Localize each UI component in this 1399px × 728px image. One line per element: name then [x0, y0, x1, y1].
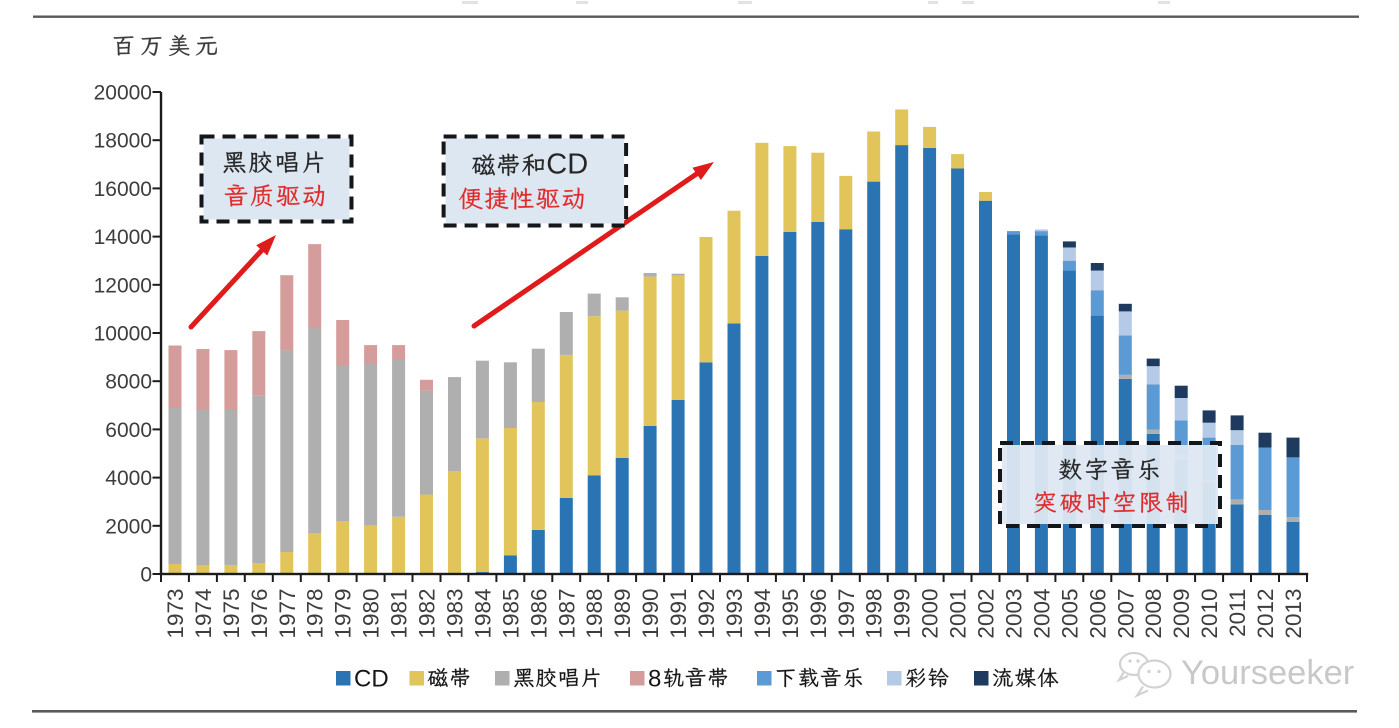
svg-text:1979: 1979: [331, 589, 356, 639]
svg-text:2010: 2010: [1197, 589, 1222, 639]
svg-text:4000: 4000: [105, 467, 152, 490]
svg-text:20000: 20000: [94, 82, 152, 105]
svg-text:10000: 10000: [94, 323, 152, 346]
svg-text:CD: CD: [546, 149, 588, 181]
svg-text:8: 8: [648, 665, 661, 692]
svg-text:1994: 1994: [750, 589, 775, 639]
svg-text:1973: 1973: [163, 589, 188, 639]
svg-text:2004: 2004: [1029, 589, 1054, 639]
svg-text:1977: 1977: [275, 589, 300, 639]
svg-text:2013: 2013: [1281, 589, 1306, 639]
svg-text:1980: 1980: [359, 589, 384, 639]
svg-text:2009: 2009: [1169, 589, 1194, 639]
svg-text:2011: 2011: [1225, 589, 1250, 637]
svg-text:1981: 1981: [387, 589, 412, 639]
svg-text:1978: 1978: [303, 589, 328, 639]
svg-text:1999: 1999: [890, 589, 915, 639]
svg-text:1986: 1986: [526, 589, 551, 639]
svg-text:1982: 1982: [415, 589, 440, 639]
svg-text:1990: 1990: [638, 589, 663, 639]
svg-text:1998: 1998: [862, 589, 887, 639]
svg-text:1983: 1983: [443, 589, 468, 639]
svg-text:12000: 12000: [94, 274, 152, 297]
svg-text:1995: 1995: [778, 589, 803, 639]
svg-text:1975: 1975: [219, 589, 244, 639]
svg-text:2003: 2003: [1002, 589, 1027, 639]
svg-text:2000: 2000: [918, 589, 943, 639]
svg-text:2001: 2001: [946, 589, 971, 639]
svg-text:1987: 1987: [554, 589, 579, 639]
svg-text:6000: 6000: [105, 419, 152, 442]
svg-text:1991: 1991: [666, 589, 691, 639]
svg-text:CD: CD: [354, 665, 389, 692]
svg-text:2002: 2002: [974, 589, 999, 639]
svg-text:18000: 18000: [94, 130, 152, 153]
svg-text:0: 0: [140, 564, 152, 587]
svg-text:1985: 1985: [498, 589, 523, 639]
svg-text:1976: 1976: [247, 589, 272, 639]
svg-text:1984: 1984: [470, 589, 495, 639]
svg-text:Yourseeker: Yourseeker: [1181, 654, 1354, 692]
svg-text:1989: 1989: [610, 589, 635, 639]
svg-text:2005: 2005: [1057, 589, 1082, 639]
svg-text:1988: 1988: [582, 589, 607, 639]
svg-text:2008: 2008: [1141, 589, 1166, 639]
svg-text:1993: 1993: [722, 589, 747, 639]
svg-text:1992: 1992: [694, 589, 719, 639]
svg-text:16000: 16000: [94, 178, 152, 201]
svg-text:2000: 2000: [105, 515, 152, 538]
svg-text:1996: 1996: [806, 589, 831, 639]
svg-text:8000: 8000: [105, 371, 152, 394]
svg-text:2006: 2006: [1085, 589, 1110, 639]
svg-text:1997: 1997: [834, 589, 859, 639]
svg-text:14000: 14000: [94, 226, 152, 249]
svg-text:2007: 2007: [1113, 589, 1138, 639]
svg-text:1974: 1974: [191, 589, 216, 639]
svg-text:2012: 2012: [1253, 589, 1278, 639]
